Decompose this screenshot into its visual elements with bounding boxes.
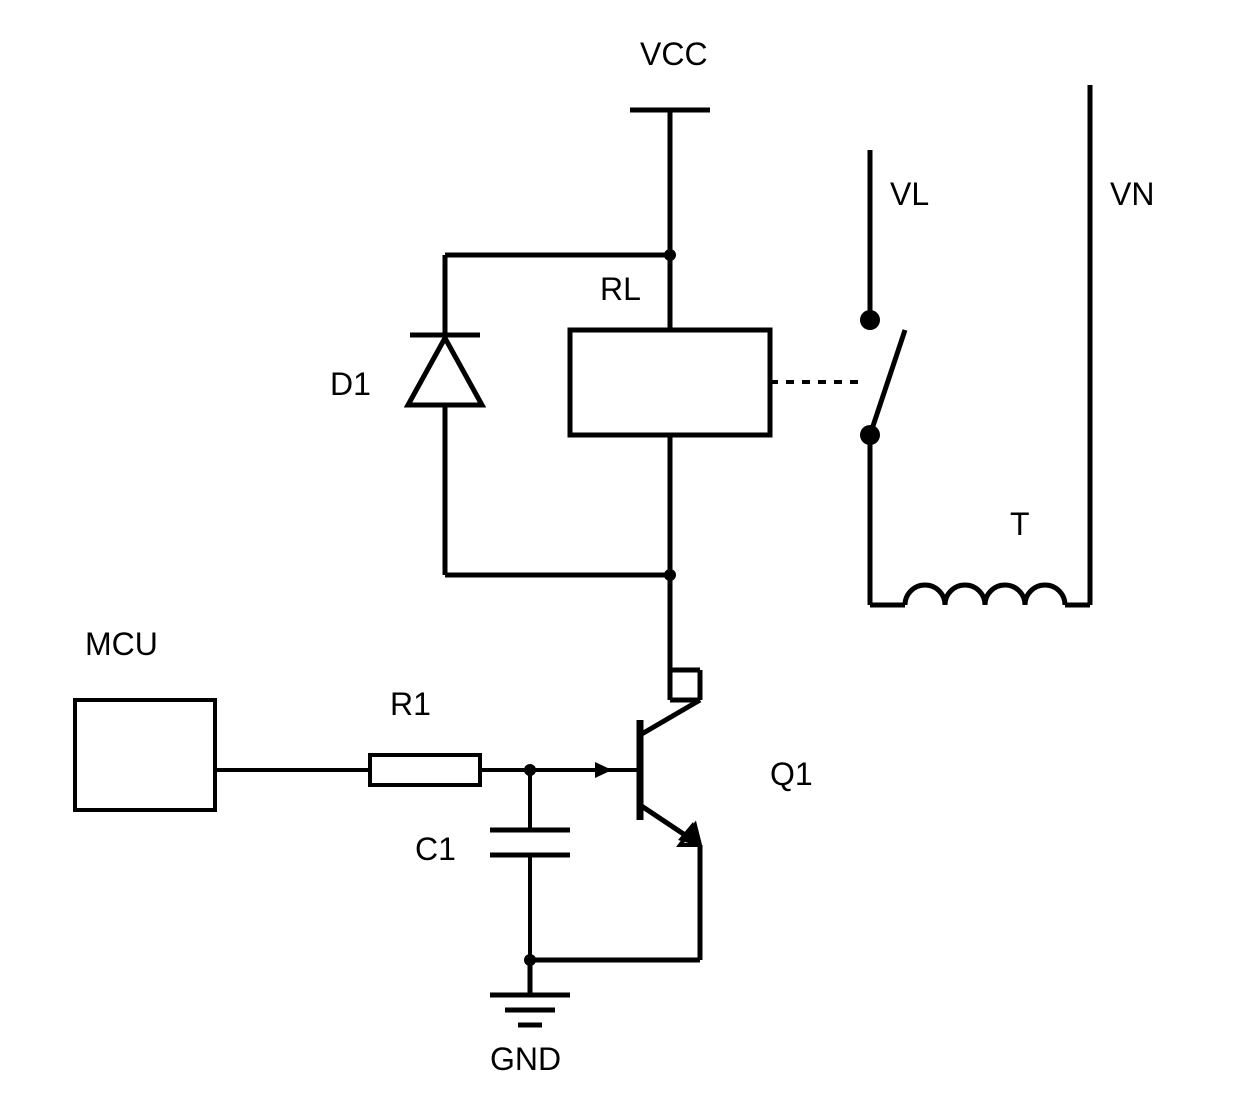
vl-label: VL [890,176,929,212]
vn-label: VN [1110,176,1154,212]
base-arrow [595,762,612,778]
inductor-coil-2 [945,585,985,605]
mcu-box [75,700,215,810]
inductor-coil-3 [985,585,1025,605]
d1-label: D1 [330,366,371,402]
switch-contact-top [860,310,880,330]
t-label: T [1010,506,1030,542]
gnd-label: GND [490,1041,561,1077]
r1-label: R1 [390,686,431,722]
switch-arm [870,330,905,435]
q1-collector [640,700,700,735]
mcu-label: MCU [85,626,158,662]
circuit-diagram: VCC D1 RL VL VN T MCU R1 [0,0,1240,1110]
d1-triangle [408,338,482,405]
q1-label: Q1 [770,756,813,792]
relay-coil [570,330,770,435]
r1-box [370,755,480,785]
inductor-coil-1 [905,585,945,605]
rl-label: RL [600,271,641,307]
c1-label: C1 [415,831,456,867]
vcc-label: VCC [640,36,708,72]
inductor-coil-4 [1025,585,1065,605]
